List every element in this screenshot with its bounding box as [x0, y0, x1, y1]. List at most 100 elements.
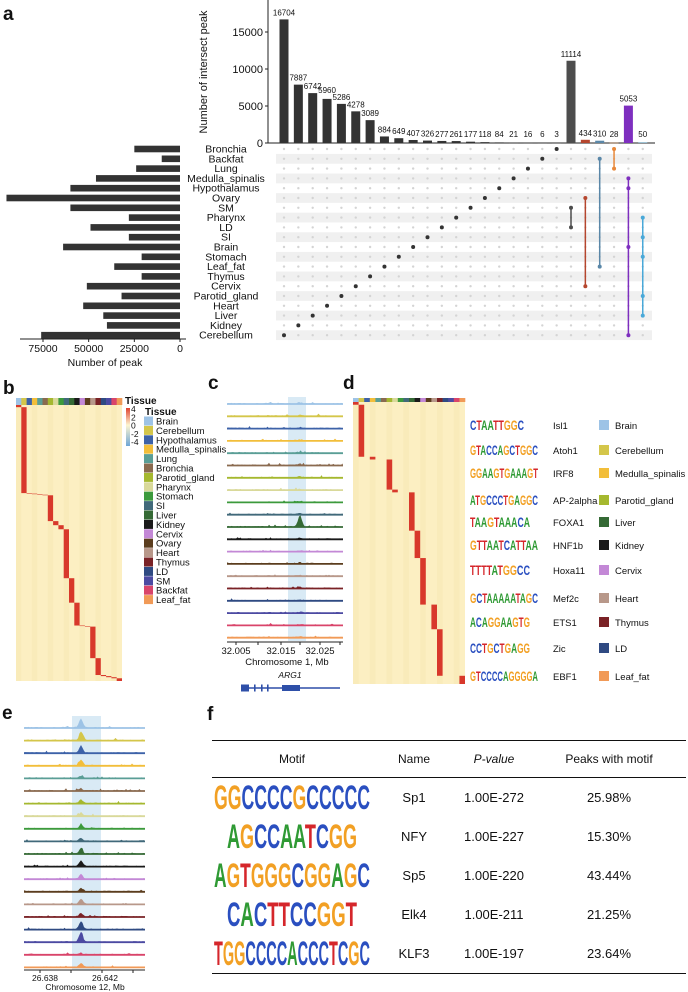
heatmap-specific-block — [358, 404, 365, 457]
matrix-empty-dot — [368, 187, 372, 190]
motif-logo: GTTAATCATTAA — [470, 537, 538, 553]
matrix-empty-dot — [541, 226, 544, 229]
intersection-bar-label: 3 — [554, 130, 559, 139]
legend-label: Ovary — [156, 539, 182, 550]
color-scale-label: -2 — [131, 429, 139, 439]
matrix-empty-dot — [483, 226, 487, 229]
matrix-empty-dot — [612, 275, 616, 278]
heatmap-column-shade — [111, 405, 117, 681]
motif-letter: G — [278, 857, 292, 891]
matrix-active-dot — [554, 147, 559, 151]
heatmap-specific-block — [420, 558, 426, 605]
matrix-active-dot — [583, 196, 588, 200]
matrix-empty-dot — [297, 245, 300, 249]
intersection-bar-label: 884 — [378, 125, 392, 134]
intersection-bar-label: 5053 — [620, 95, 638, 104]
matrix-empty-dot — [411, 157, 415, 160]
matrix-empty-dot — [555, 187, 558, 190]
tissue-annotation-cell — [386, 398, 393, 402]
matrix-empty-dot — [641, 334, 644, 337]
motif-letter: G — [470, 590, 476, 606]
motif-letter: A — [470, 492, 476, 508]
matrix-row-stripe — [276, 232, 652, 243]
matrix-empty-dot — [569, 324, 573, 327]
motif-letter: C — [486, 492, 492, 508]
motif-letter: T — [346, 896, 357, 930]
motif-tissue-swatch — [599, 565, 609, 575]
matrix-empty-dot — [469, 236, 472, 239]
set-size-bar — [141, 253, 180, 261]
matrix-empty-dot — [584, 294, 587, 298]
matrix-active-dot — [569, 205, 573, 210]
motif-logo: GCTAAAAATAGC — [470, 590, 538, 606]
upset-y-axis-title: Number of intersect peak — [198, 10, 210, 133]
tissue-annotation-cell — [392, 398, 399, 402]
tissue-annotation-cell — [431, 398, 438, 402]
set-size-bar — [70, 204, 180, 212]
motif-letter: G — [329, 818, 343, 852]
motif-tissue-label: Liver — [615, 518, 636, 529]
matrix-active-dot — [640, 215, 645, 220]
matrix-empty-dot — [555, 294, 558, 298]
motif-letter: A — [487, 590, 493, 606]
p-value-cell: 1.00E-197 — [464, 946, 524, 961]
matrix-active-dot — [640, 254, 645, 259]
matrix-empty-dot — [368, 216, 372, 219]
matrix-empty-dot — [368, 167, 372, 170]
matrix-empty-dot — [498, 255, 501, 258]
matrix-empty-dot — [340, 236, 343, 239]
matrix-empty-dot — [569, 304, 573, 307]
matrix-empty-dot — [354, 294, 357, 298]
matrix-active-dot — [468, 205, 473, 210]
motif-letter: A — [475, 514, 481, 530]
matrix-empty-dot — [340, 265, 343, 268]
legend-swatch — [144, 491, 153, 501]
motif-letter: C — [360, 935, 370, 969]
matrix-empty-dot — [498, 265, 501, 268]
motif-letter: T — [519, 614, 524, 630]
matrix-empty-dot — [512, 334, 515, 337]
matrix-active-dot — [439, 225, 444, 230]
matrix-empty-dot — [340, 245, 343, 249]
arg1-x-tick-label: 32.015 — [266, 646, 295, 657]
y-tick-label: 15000 — [232, 27, 263, 39]
motif-letter: C — [497, 668, 503, 684]
matrix-empty-dot — [340, 285, 343, 288]
matrix-empty-dot — [455, 147, 458, 151]
matrix-empty-dot — [354, 304, 357, 307]
matrix-empty-dot — [483, 157, 487, 160]
heatmap-specific-block — [69, 578, 75, 603]
matrix-empty-dot — [340, 167, 343, 170]
matrix-empty-dot — [440, 334, 444, 337]
matrix-row-stripe — [276, 330, 652, 341]
intersection-bar-label: 649 — [392, 127, 406, 136]
matrix-empty-dot — [483, 216, 487, 219]
matrix-row-stripe — [276, 310, 652, 321]
set-size-bar — [83, 302, 180, 310]
chr12-x-tick-label: 26.642 — [92, 973, 118, 983]
motif-tissue-label: Cerebellum — [615, 446, 664, 457]
motif-letter: A — [506, 614, 512, 630]
motif-letter: T — [476, 668, 481, 684]
set-size-bar — [136, 165, 180, 172]
matrix-empty-dot — [541, 324, 544, 327]
motif-name: Isl1 — [553, 421, 568, 432]
matrix-empty-dot — [282, 206, 286, 209]
intersection-bar-label: 6 — [540, 130, 545, 139]
matrix-empty-dot — [340, 187, 343, 190]
matrix-empty-dot — [368, 265, 372, 268]
motif-letter: A — [499, 514, 505, 530]
matrix-empty-dot — [340, 334, 343, 337]
heatmap-specific-block — [31, 493, 38, 495]
matrix-empty-dot — [612, 177, 616, 180]
matrix-empty-dot — [455, 157, 458, 160]
matrix-empty-dot — [311, 304, 314, 307]
matrix-empty-dot — [354, 157, 357, 160]
motif-letter: T — [482, 537, 488, 553]
motif-letter: C — [498, 492, 504, 508]
matrix-empty-dot — [282, 187, 286, 190]
matrix-empty-dot — [483, 147, 487, 151]
matrix-empty-dot — [411, 265, 415, 268]
matrix-empty-dot — [555, 324, 558, 327]
set-label: Kidney — [210, 320, 243, 332]
